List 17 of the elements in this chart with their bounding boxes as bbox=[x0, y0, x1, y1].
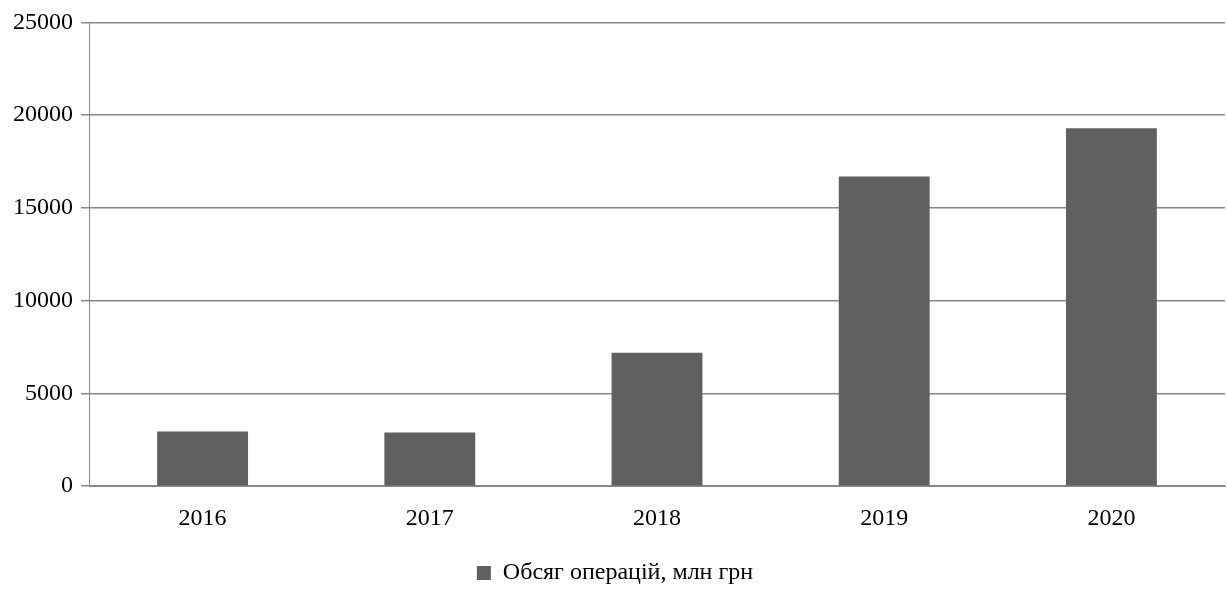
bar bbox=[157, 431, 249, 486]
x-tick-label: 2019 bbox=[860, 503, 909, 530]
x-tick-label: 2016 bbox=[178, 503, 227, 530]
y-tick-label: 0 bbox=[61, 471, 73, 498]
bar bbox=[384, 432, 476, 486]
x-tick-label: 2018 bbox=[633, 503, 681, 530]
y-tick-label: 15000 bbox=[13, 193, 73, 220]
y-tick-label: 25000 bbox=[13, 7, 73, 34]
x-tick-label: 2020 bbox=[1087, 503, 1136, 530]
y-tick-label: 10000 bbox=[13, 285, 73, 312]
bar bbox=[838, 176, 930, 486]
bar bbox=[1065, 128, 1157, 486]
y-tick-label: 5000 bbox=[25, 378, 73, 405]
x-tick-label: 2017 bbox=[405, 503, 454, 530]
legend-label: Обсяг операцій, млн грн bbox=[502, 558, 754, 585]
y-tick-label: 20000 bbox=[13, 100, 73, 127]
bar bbox=[611, 352, 703, 486]
